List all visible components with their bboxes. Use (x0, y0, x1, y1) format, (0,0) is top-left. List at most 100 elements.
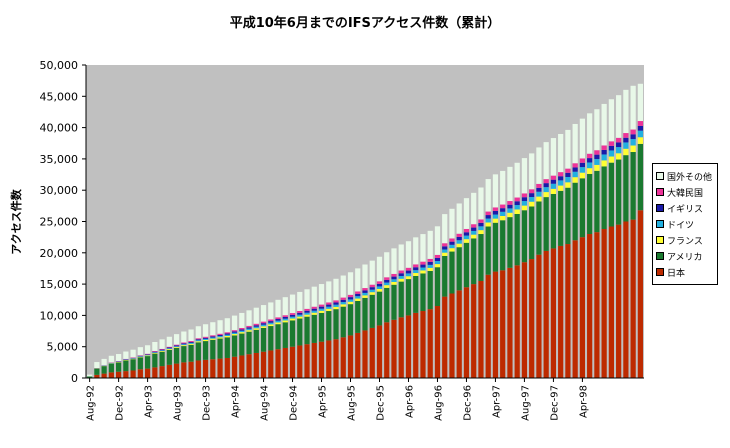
bar-segment-2-72 (601, 166, 607, 230)
bar-segment-3-74 (616, 153, 622, 160)
bar-segment-7-12 (166, 336, 172, 347)
bar-segment-6-69 (579, 158, 586, 163)
bar-segment-4-42 (384, 282, 390, 286)
y-tick-label: 40,000 (40, 122, 79, 135)
bar-segment-6-47 (420, 261, 426, 265)
bar-segment-7-10 (152, 342, 158, 352)
bar-segment-7-32 (311, 286, 317, 307)
bar-segment-4-72 (601, 154, 607, 161)
bar-segment-4-69 (579, 167, 586, 173)
bar-segment-7-3 (101, 358, 107, 366)
bar-segment-7-54 (471, 192, 477, 225)
bar-segment-1-69 (579, 237, 586, 378)
bar-segment-2-44 (398, 281, 404, 318)
bar-segment-3-36 (340, 304, 346, 307)
bar-segment-4-75 (623, 142, 629, 149)
bar-segment-1-48 (427, 309, 433, 378)
bar-segment-3-64 (543, 192, 549, 198)
bar-segment-7-67 (565, 129, 571, 169)
bar-segment-1-12 (166, 364, 172, 378)
bar-segment-2-63 (536, 201, 542, 255)
bar-segment-3-27 (275, 322, 281, 325)
bar-segment-2-19 (217, 338, 223, 359)
bar-segment-1-61 (521, 262, 528, 378)
bar-segment-2-11 (159, 351, 165, 367)
bar-segment-1-28 (282, 347, 288, 378)
bar-segment-4-30 (297, 314, 303, 317)
bar-segment-2-65 (550, 193, 557, 249)
bar-segment-4-40 (369, 289, 375, 293)
bar-segment-3-8 (137, 356, 143, 358)
bar-segment-7-7 (130, 349, 136, 358)
bar-segment-1-56 (485, 274, 491, 378)
x-tick-label: Dec-92 (115, 385, 126, 421)
bar-segment-7-76 (630, 85, 636, 130)
bar-segment-4-70 (587, 162, 593, 169)
bar-segment-3-16 (195, 341, 201, 343)
bar-segment-3-51 (449, 248, 455, 252)
bar-segment-7-36 (340, 275, 346, 298)
bar-segment-1-9 (144, 368, 151, 378)
bar-segment-7-22 (239, 312, 245, 328)
bar-segment-3-69 (579, 172, 586, 179)
bar-segment-5-24 (253, 325, 259, 327)
bar-segment-2-12 (166, 349, 172, 365)
bar-segment-7-14 (181, 331, 187, 343)
bar-segment-7-58 (500, 170, 506, 205)
bar-segment-1-10 (152, 367, 158, 378)
bar-segment-2-74 (616, 159, 622, 225)
bar-segment-7-17 (202, 324, 209, 337)
bar-segment-3-41 (376, 288, 383, 292)
bar-segment-6-74 (616, 137, 622, 143)
bar-segment-2-49 (434, 267, 441, 307)
bar-segment-4-33 (318, 308, 325, 311)
bar-segment-4-58 (500, 211, 506, 216)
bar-segment-6-34 (326, 302, 332, 305)
bar-segment-2-57 (492, 222, 499, 272)
bar-segment-7-16 (195, 326, 201, 339)
legend: 国外その他 大韓民国 イギリス ドイツ フランス アメリカ 日本 (652, 163, 718, 285)
bar-segment-4-26 (268, 322, 274, 325)
bar-segment-6-23 (246, 325, 252, 328)
bar-segment-5-41 (376, 283, 383, 287)
bar-segment-1-41 (376, 325, 383, 378)
bar-segment-5-38 (355, 293, 361, 297)
bar-segment-2-18 (210, 339, 216, 360)
bar-segment-6-28 (282, 315, 288, 317)
bar-segment-5-56 (485, 215, 491, 219)
bar-segment-2-1 (87, 376, 93, 378)
x-tick-label: Apr-95 (318, 385, 329, 418)
bar-segment-4-35 (333, 304, 339, 307)
bar-segment-3-60 (514, 209, 520, 214)
bar-segment-7-24 (253, 307, 259, 324)
bar-segment-3-76 (630, 145, 636, 153)
bar-segment-3-44 (398, 278, 404, 282)
bar-segment-4-39 (362, 292, 368, 296)
x-tick-label: Apr-96 (404, 385, 415, 418)
bar-segment-4-28 (282, 318, 288, 321)
bar-segment-2-59 (507, 217, 513, 268)
bar-segment-5-17 (202, 337, 209, 339)
bar-segment-7-47 (420, 234, 426, 262)
bar-segment-4-10 (152, 352, 158, 353)
bar-segment-3-53 (463, 239, 470, 243)
y-tick-label: 0 (71, 372, 78, 385)
bar-segment-1-26 (268, 350, 274, 378)
bar-segment-7-2 (94, 362, 100, 369)
bar-segment-3-29 (289, 318, 296, 321)
bar-segment-4-67 (565, 176, 571, 183)
bar-segment-1-44 (398, 317, 404, 378)
bar-segment-6-66 (558, 172, 564, 177)
bar-segment-7-69 (579, 118, 586, 159)
bar-segment-5-68 (572, 167, 578, 172)
bar-segment-2-30 (297, 318, 303, 346)
bar-segment-6-68 (572, 163, 578, 168)
bar-segment-3-40 (369, 292, 375, 295)
x-tick-label: Dec-94 (289, 385, 300, 421)
bar-segment-1-37 (347, 335, 354, 378)
bar-segment-5-14 (181, 343, 187, 345)
bar-segment-7-64 (543, 142, 549, 180)
bar-segment-5-73 (608, 145, 614, 151)
bar-segment-4-74 (616, 147, 622, 154)
